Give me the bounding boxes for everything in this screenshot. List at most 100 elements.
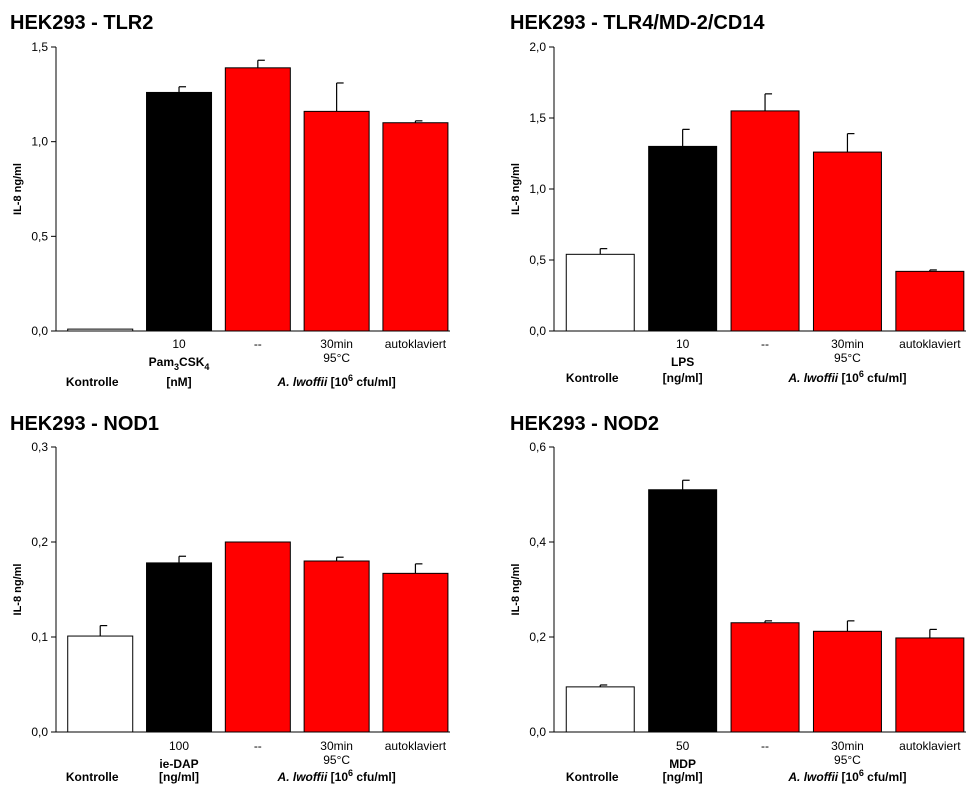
- bacteria-group-label: A. lwoffii [106 cfu/ml]: [787, 768, 906, 784]
- y-tick-label: 1,5: [529, 111, 546, 125]
- bacteria-unit: [10: [838, 770, 859, 784]
- bar: [382, 572, 449, 733]
- y-tick-label: 0,0: [529, 725, 546, 739]
- stimulus-unit: [ng/ml]: [159, 770, 199, 784]
- chart-panel-3: HEK293 - NOD1 0,0 0,1 0,2 0,3 IL-8 ng/ml 100 --…: [10, 413, 450, 784]
- x-tick-label: 30min: [831, 739, 864, 753]
- control-group-label: Kontrolle: [66, 770, 119, 784]
- bar: [146, 562, 213, 733]
- bar: [648, 145, 718, 332]
- bacteria-group-label: A. lwoffii [106 cfu/ml]: [277, 768, 396, 784]
- y-tick-label: 0,1: [31, 630, 48, 644]
- stimulus-name: LPS: [671, 355, 694, 369]
- x-tick-sublabel: 95°C: [323, 753, 350, 767]
- bacteria-name: A. lwoffii: [277, 770, 328, 784]
- chart-title: HEK293 - NOD2: [510, 413, 659, 435]
- x-tick-label: 100: [169, 739, 189, 753]
- bar: [303, 560, 370, 733]
- y-tick-label: 0,0: [31, 324, 48, 338]
- y-tick-label: 0,5: [31, 229, 48, 243]
- bar: [812, 151, 882, 332]
- x-tick-sublabel: 95°C: [323, 351, 350, 365]
- x-tick-label: 30min: [320, 337, 353, 351]
- y-tick-label: 0,0: [31, 725, 48, 739]
- chart-title: HEK293 - NOD1: [10, 413, 159, 435]
- y-axis-label: IL-8 ng/ml: [510, 163, 522, 215]
- bacteria-group-label: A. lwoffii [106 cfu/ml]: [277, 373, 396, 389]
- stimulus-unit: [ng/ml]: [663, 770, 703, 784]
- stimulus-unit: [ng/ml]: [663, 371, 703, 385]
- bacteria-unit-exponent: 6: [859, 768, 864, 778]
- stimulus-label: Pam3CSK4: [149, 355, 210, 372]
- stimulus-subscript: 3: [174, 362, 179, 372]
- bar: [303, 110, 370, 332]
- bacteria-unit: cfu/ml]: [864, 770, 907, 784]
- y-tick-label: 1,5: [31, 40, 48, 54]
- bacteria-unit-exponent: 6: [348, 373, 353, 383]
- y-tick-label: 0,2: [31, 535, 48, 549]
- bacteria-unit-exponent: 6: [348, 768, 353, 778]
- bar: [146, 91, 213, 332]
- stimulus-label: MDP: [669, 757, 696, 771]
- y-tick-label: 2,0: [529, 40, 546, 54]
- stimulus-name: ie-DAP: [159, 757, 198, 771]
- stimulus-label: ie-DAP: [159, 757, 198, 771]
- bar: [67, 635, 134, 733]
- control-group-label: Kontrolle: [66, 375, 119, 389]
- bacteria-name: A. lwoffii: [277, 375, 328, 389]
- bar: [812, 630, 882, 733]
- bar: [895, 270, 965, 332]
- chart-title: HEK293 - TLR4/MD-2/CD14: [510, 12, 765, 34]
- x-tick-label: autoklaviert: [899, 337, 961, 351]
- bacteria-group-label: A. lwoffii [106 cfu/ml]: [787, 369, 906, 385]
- bacteria-unit: [10: [327, 770, 348, 784]
- chart-panel-1: HEK293 - TLR2 0,0 0,5 1,0 1,5 IL-8 ng/ml 10 -- 3…: [10, 12, 450, 389]
- x-tick-label: autoklaviert: [385, 739, 447, 753]
- x-tick-label: --: [761, 739, 769, 753]
- bar: [382, 122, 449, 332]
- x-tick-label: autoklaviert: [385, 337, 447, 351]
- stimulus-unit: [nM]: [166, 375, 191, 389]
- bar: [730, 110, 800, 332]
- x-tick-sublabel: 95°C: [834, 351, 861, 365]
- bacteria-name: A. lwoffii: [787, 770, 838, 784]
- y-axis-label: IL-8 ng/ml: [510, 564, 522, 616]
- x-tick-label: 50: [676, 739, 690, 753]
- bar: [565, 253, 635, 332]
- bacteria-unit: [10: [838, 371, 859, 385]
- control-group-label: Kontrolle: [566, 371, 619, 385]
- bacteria-unit: [10: [327, 375, 348, 389]
- stimulus-name-part: CSK: [179, 355, 205, 369]
- bar: [224, 541, 291, 733]
- stimulus-name: Pam: [149, 355, 174, 369]
- chart-panel-4: HEK293 - NOD2 0,0 0,2 0,4 0,6 IL-8 ng/ml 50 -- 3…: [510, 413, 966, 784]
- bacteria-name: A. lwoffii: [787, 371, 838, 385]
- control-group-label: Kontrolle: [566, 770, 619, 784]
- y-tick-label: 1,0: [31, 135, 48, 149]
- bacteria-unit: cfu/ml]: [353, 375, 396, 389]
- y-tick-label: 1,0: [529, 182, 546, 196]
- x-tick-label: 30min: [320, 739, 353, 753]
- bar: [730, 622, 800, 733]
- stimulus-subscript: 4: [204, 362, 209, 372]
- bar: [224, 67, 291, 332]
- chart-panel-2: HEK293 - TLR4/MD-2/CD14 0,0 0,5 1,0 1,5 2,0 IL…: [510, 12, 966, 385]
- bar: [67, 328, 134, 332]
- y-axis-label: IL-8 ng/ml: [12, 564, 24, 616]
- x-tick-label: 10: [172, 337, 186, 351]
- x-tick-label: --: [254, 739, 262, 753]
- y-tick-label: 0,0: [529, 324, 546, 338]
- stimulus-name: MDP: [669, 757, 696, 771]
- y-tick-label: 0,4: [529, 535, 546, 549]
- stimulus-label: LPS: [671, 355, 694, 369]
- x-tick-label: autoklaviert: [899, 739, 961, 753]
- bacteria-unit: cfu/ml]: [353, 770, 396, 784]
- x-tick-label: 30min: [831, 337, 864, 351]
- y-tick-label: 0,5: [529, 253, 546, 267]
- bacteria-unit-exponent: 6: [859, 369, 864, 379]
- chart-title: HEK293 - TLR2: [10, 12, 153, 34]
- bar: [895, 637, 965, 733]
- bacteria-unit: cfu/ml]: [864, 371, 907, 385]
- x-tick-sublabel: 95°C: [834, 753, 861, 767]
